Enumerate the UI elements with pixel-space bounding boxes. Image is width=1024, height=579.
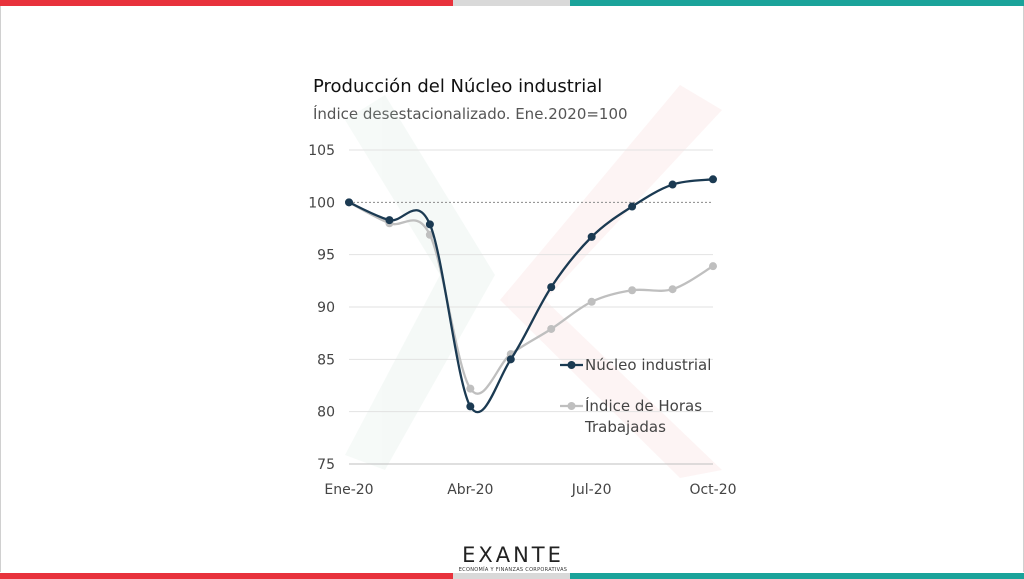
legend-marker-horas-trabajadas [567,402,576,410]
brand-bar-gray [453,573,570,579]
y-tick-label: 90 [317,300,335,316]
data-point-horas-trabajadas [709,262,717,271]
watermark-x-red-stroke [500,85,722,478]
y-tick-label: 80 [317,405,335,421]
data-point-horas-trabajadas [628,286,637,295]
chart-subtitle: Índice desestacionalizado. Ene.2020=100 [313,105,628,123]
y-tick-label: 85 [317,352,335,368]
y-tick-label: 95 [317,248,335,264]
legend-label-horas-trabajadas: Trabajadas [584,418,666,436]
data-point-nucleo-industrial [628,202,637,211]
data-point-horas-trabajadas [466,384,475,393]
legend-label-nucleo-industrial: Núcleo industrial [585,356,711,374]
watermark-x-green-stroke [345,95,495,470]
data-point-nucleo-industrial [668,180,677,189]
watermark-x [345,85,722,478]
y-tick-label: 105 [308,143,335,159]
logo-word: EXANTE [462,543,564,567]
y-axis: 75 80 85 90 95 100 105 [308,143,335,473]
series-group [345,175,717,414]
brand-bar-teal [570,0,1024,6]
y-tick-label: 100 [308,195,335,211]
chart-grid [349,149,713,465]
data-point-nucleo-industrial [425,220,434,229]
chart-title: Producción del Núcleo industrial [313,76,603,97]
data-point-nucleo-industrial [345,198,353,207]
x-tick-label: Oct-20 [689,482,736,498]
x-tick-label: Abr-20 [447,482,493,498]
legend-marker-nucleo-industrial [567,361,576,369]
data-point-horas-trabajadas [587,297,596,306]
data-point-nucleo-industrial [506,355,515,364]
brand-bar-gray [453,0,570,6]
brand-bar-teal [570,573,1024,579]
logo-tagline: ECONOMÍA Y FINANZAS CORPORATIVAS [458,567,568,573]
x-tick-label: Ene-20 [324,482,373,498]
x-tick-label: Jul-20 [571,482,612,498]
chart-legend: Núcleo industrial Índice de Horas Trabajad… [560,356,711,436]
data-point-horas-trabajadas [547,324,556,333]
data-point-nucleo-industrial [709,175,717,184]
bottom-brand-bar [0,573,1024,579]
top-brand-bar [0,0,1024,6]
x-axis: Ene-20 Abr-20 Jul-20 Oct-20 [324,482,736,498]
brand-bar-red [0,0,453,6]
data-point-nucleo-industrial [466,402,475,411]
data-point-nucleo-industrial [547,283,556,292]
legend-label-horas-trabajadas: Índice de Horas [585,396,702,415]
brand-bar-red [0,573,453,579]
data-point-nucleo-industrial [587,232,596,241]
data-point-nucleo-industrial [385,216,394,225]
y-tick-label: 75 [317,457,335,473]
data-point-horas-trabajadas [668,285,677,294]
exante-logo: EXANTE ECONOMÍA Y FINANZAS CORPORATIVAS [458,543,568,573]
